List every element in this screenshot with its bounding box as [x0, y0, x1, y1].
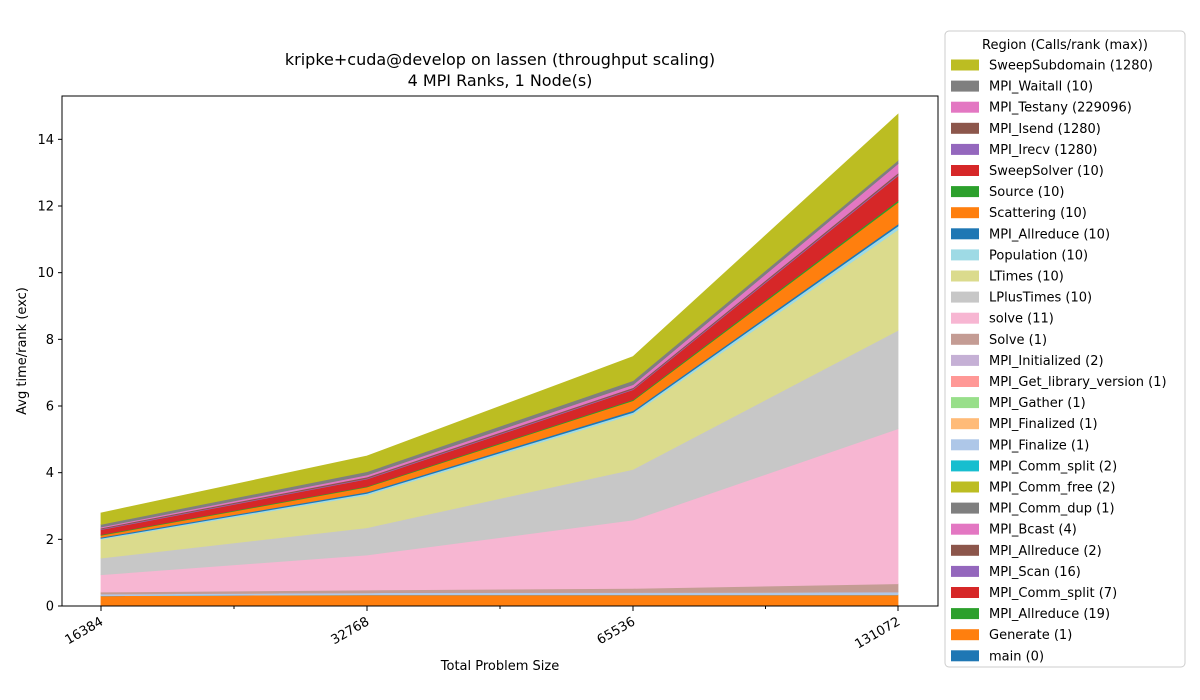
legend-swatch: [951, 291, 979, 303]
legend-entry-label: MPI_Isend (1280): [989, 122, 1101, 137]
legend-entry-label: LTimes (10): [989, 270, 1064, 285]
legend-swatch: [951, 312, 979, 324]
legend-swatch: [951, 165, 979, 176]
legend-swatch: [951, 544, 979, 556]
legend-box: [944, 30, 1186, 668]
legend-swatch: [951, 376, 979, 387]
legend-entry-label: MPI_Comm_split (2): [989, 459, 1117, 474]
legend-swatch: [951, 439, 979, 451]
legend-swatch: [951, 397, 979, 409]
y-tick-label: 6: [46, 400, 54, 415]
legend-entry-label: Solve (1): [989, 333, 1047, 348]
chart-title-line-1: kripke+cuda@develop on lassen (throughpu…: [285, 50, 715, 69]
legend-entry-label: SweepSolver (10): [989, 164, 1104, 179]
x-axis-label: Total Problem Size: [440, 659, 559, 674]
legend-entry-label: MPI_Bcast (4): [989, 523, 1077, 538]
x-tick-label: 32768: [329, 614, 372, 648]
y-tick-label: 14: [37, 133, 54, 148]
legend-swatch: [951, 270, 979, 282]
legend-entry-label: SweepSubdomain (1280): [989, 59, 1153, 74]
legend-swatch: [951, 418, 979, 430]
legend-swatch: [951, 354, 979, 366]
legend-title: Region (Calls/rank (max)): [982, 38, 1148, 53]
y-tick-label: 8: [46, 333, 54, 348]
legend-entry-label: Population (10): [989, 248, 1088, 263]
legend-swatch: [951, 59, 979, 71]
legend-entry-label: MPI_Allreduce (10): [989, 227, 1110, 242]
legend-swatch: [951, 186, 979, 198]
legend-swatch: [951, 587, 979, 598]
legend-entry-label: MPI_Comm_split (7): [989, 586, 1117, 601]
legend-swatch: [951, 460, 979, 472]
y-axis: 0 2 4 6 8 10 12 14: [37, 133, 62, 615]
legend-swatch: [951, 481, 979, 493]
area-layers: [100, 113, 899, 607]
legend-swatch: [951, 502, 979, 514]
legend-entry-label: MPI_Waitall (10): [989, 80, 1093, 95]
legend-entry-label: MPI_Testany (229096): [989, 101, 1132, 116]
legend-entry-label: MPI_Finalize (1): [989, 438, 1089, 453]
legend-entry-label: Scattering (10): [989, 206, 1087, 221]
x-tick-label: 65536: [595, 614, 638, 648]
y-tick-label: 2: [46, 533, 54, 548]
legend-entry-label: MPI_Gather (1): [989, 396, 1086, 411]
legend-swatch: [951, 523, 979, 535]
y-tick-label: 0: [46, 600, 54, 615]
legend-swatch: [951, 228, 979, 240]
legend-swatch: [951, 333, 979, 345]
legend-entry-label: main (0): [989, 649, 1044, 664]
legend-swatch: [951, 122, 979, 134]
legend-entry-label: MPI_Allreduce (2): [989, 544, 1102, 559]
area-series-1: [100, 594, 899, 607]
legend-entry-label: MPI_Scan (16): [989, 565, 1081, 580]
legend-swatch: [951, 650, 979, 662]
legend-entry-label: LPlusTimes (10): [989, 291, 1092, 306]
legend-entry-label: MPI_Finalized (1): [989, 417, 1098, 432]
legend-entry-label: MPI_Initialized (2): [989, 354, 1104, 369]
area-series-28: [100, 113, 899, 525]
legend-swatch: [951, 207, 979, 219]
legend-entry-label: Generate (1): [989, 628, 1072, 643]
y-tick-label: 12: [37, 200, 54, 215]
x-tick-label: 131072: [853, 614, 903, 652]
legend-swatch: [951, 249, 979, 261]
legend-swatch: [951, 608, 979, 620]
y-axis-label: Avg time/rank (exc): [15, 287, 30, 415]
legend-entry-label: MPI_Comm_dup (1): [989, 502, 1115, 517]
legend-swatch: [951, 629, 979, 641]
legend-entry-label: Source (10): [989, 185, 1064, 200]
legend-entry-label: solve (11): [989, 312, 1054, 327]
y-tick-label: 10: [37, 266, 54, 281]
x-tick-label: 16384: [63, 614, 106, 648]
legend: Region (Calls/rank (max)) SweepSubdomain …: [944, 30, 1186, 668]
legend-entry-label: MPI_Get_library_version (1): [989, 375, 1167, 390]
legend-entry-label: MPI_Allreduce (19): [989, 607, 1110, 622]
legend-swatch: [951, 565, 979, 577]
chart-title-line-2: 4 MPI Ranks, 1 Node(s): [408, 71, 593, 90]
legend-entry-label: MPI_Comm_free (2): [989, 481, 1115, 496]
legend-swatch: [951, 143, 979, 155]
legend-swatch: [951, 101, 979, 113]
y-tick-label: 4: [46, 466, 54, 481]
x-axis: 16384 32768 65536 131072: [63, 606, 903, 652]
legend-swatch: [951, 80, 979, 92]
legend-entry-label: MPI_Irecv (1280): [989, 143, 1097, 158]
